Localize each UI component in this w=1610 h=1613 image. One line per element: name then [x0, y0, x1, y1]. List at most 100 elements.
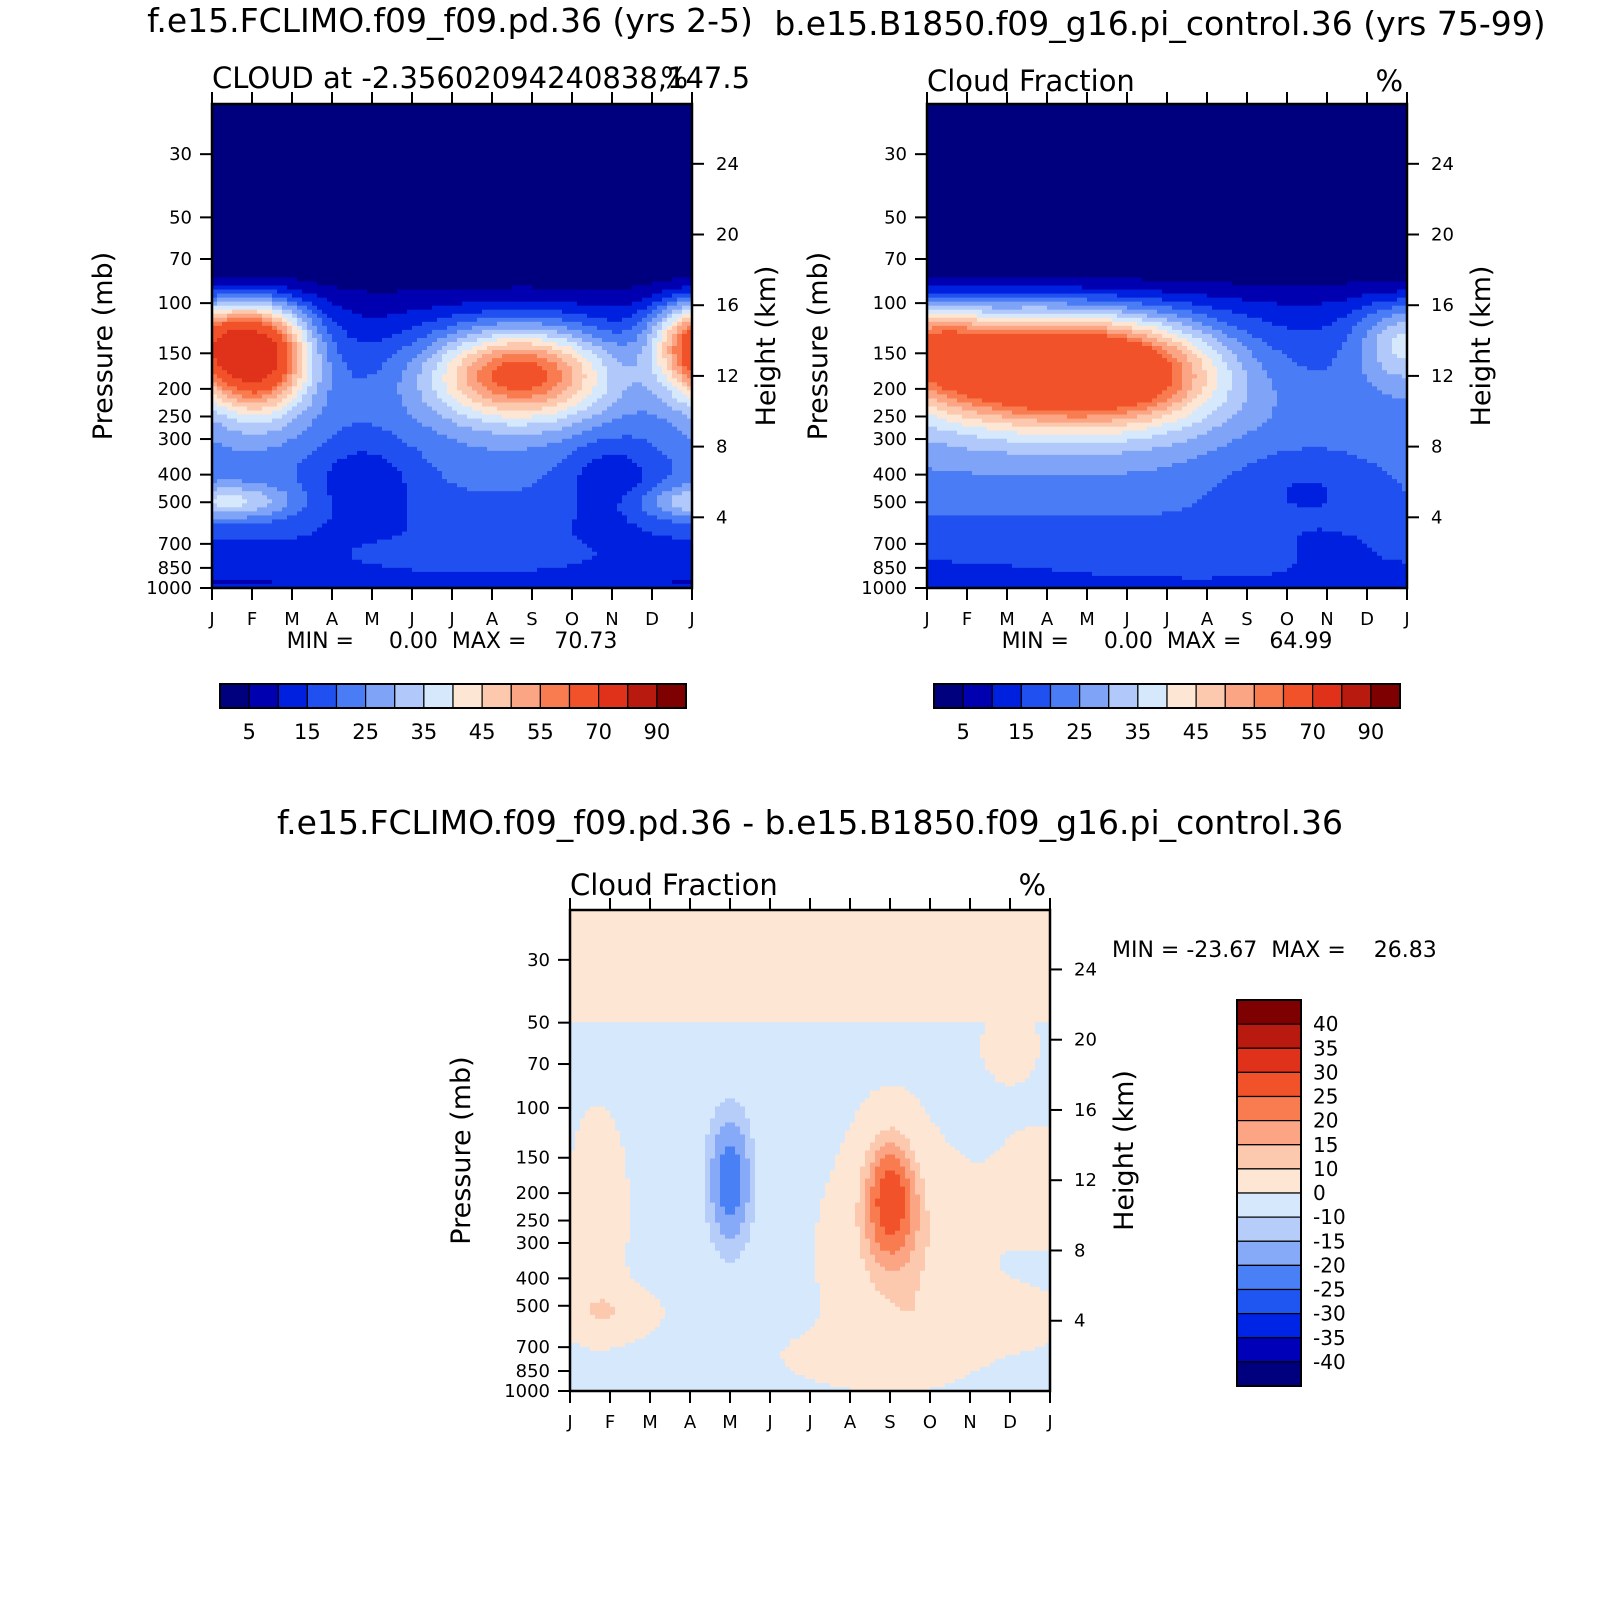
- field-cell: [357, 462, 363, 468]
- field-cell: [292, 297, 298, 303]
- field-cell: [387, 108, 393, 113]
- field-cell: [237, 531, 243, 537]
- field-cell: [252, 507, 258, 512]
- field-cell: [262, 567, 268, 573]
- field-cell: [342, 160, 348, 166]
- field-cell: [277, 140, 283, 145]
- field-cell: [232, 382, 238, 387]
- field-cell: [367, 462, 373, 468]
- field-cell: [347, 152, 353, 158]
- field-cell: [307, 398, 313, 404]
- field-cell: [362, 208, 368, 214]
- field-cell: [342, 575, 348, 581]
- field-cell: [367, 237, 373, 242]
- field-cell: [367, 265, 373, 270]
- field-cell: [307, 325, 313, 331]
- field-cell: [232, 462, 238, 468]
- field-cell: [362, 196, 368, 202]
- field-cell: [222, 483, 228, 488]
- field-cell: [332, 249, 338, 254]
- field-cell: [242, 462, 248, 468]
- field-cell: [387, 414, 393, 420]
- field-cell: [242, 410, 248, 416]
- field-cell: [282, 265, 288, 270]
- field-cell: [232, 495, 238, 500]
- field-cell: [367, 269, 373, 274]
- field-cell: [312, 220, 318, 226]
- field-cell: [227, 305, 233, 311]
- field-cell: [342, 495, 348, 500]
- field-cell: [317, 362, 323, 367]
- field-cell: [272, 507, 278, 512]
- field-cell: [317, 487, 323, 492]
- field-cell: [307, 200, 313, 206]
- field-cell: [402, 575, 408, 581]
- field-cell: [237, 229, 243, 234]
- field-cell: [257, 220, 263, 226]
- field-cell: [367, 329, 373, 335]
- field-cell: [397, 454, 403, 460]
- field-cell: [332, 378, 338, 383]
- field-cell: [347, 519, 353, 525]
- field-cell: [347, 128, 353, 133]
- field-cell: [412, 386, 418, 391]
- field-cell: [227, 410, 233, 416]
- field-cell: [222, 321, 228, 327]
- field-cell: [377, 204, 383, 210]
- field-cell: [362, 233, 368, 238]
- field-cell: [357, 483, 363, 488]
- field-cell: [287, 241, 293, 246]
- field-cell: [332, 297, 338, 303]
- field-cell: [222, 120, 228, 125]
- field-cell: [242, 531, 248, 537]
- field-cell: [352, 378, 358, 383]
- field-cell: [407, 321, 413, 327]
- field-cell: [412, 346, 418, 351]
- field-cell: [312, 128, 318, 133]
- field-cell: [247, 233, 253, 238]
- field-cell: [277, 430, 283, 436]
- field-cell: [227, 341, 233, 347]
- field-cell: [377, 487, 383, 492]
- field-cell: [272, 277, 278, 283]
- field-cell: [347, 491, 353, 496]
- field-cell: [217, 575, 223, 581]
- field-cell: [402, 402, 408, 408]
- field-cell: [327, 321, 333, 327]
- field-cell: [322, 208, 328, 214]
- field-cell: [392, 543, 398, 549]
- field-cell: [262, 325, 268, 331]
- field-cell: [232, 483, 238, 488]
- field-cell: [332, 128, 338, 133]
- field-cell: [212, 531, 218, 537]
- field-cell: [352, 370, 358, 375]
- field-cell: [267, 374, 273, 379]
- field-cell: [217, 245, 223, 250]
- field-cell: [257, 350, 263, 355]
- field-cell: [257, 434, 263, 440]
- field-cell: [312, 152, 318, 158]
- field-cell: [322, 467, 328, 472]
- field-cell: [372, 116, 378, 121]
- field-cell: [307, 410, 313, 416]
- field-cell: [267, 269, 273, 274]
- field-cell: [267, 309, 273, 315]
- field-cell: [312, 382, 318, 387]
- field-cell: [317, 426, 323, 432]
- field-cell: [307, 341, 313, 347]
- field-cell: [322, 233, 328, 238]
- field-cell: [237, 104, 243, 109]
- field-cell: [317, 220, 323, 226]
- field-cell: [322, 454, 328, 460]
- field-cell: [347, 507, 353, 512]
- field-cell: [387, 487, 393, 492]
- field-cell: [352, 148, 358, 153]
- field-cell: [337, 418, 343, 424]
- field-cell: [412, 543, 418, 549]
- field-cell: [257, 241, 263, 246]
- field-cell: [277, 378, 283, 383]
- field-cell: [292, 333, 298, 339]
- field-cell: [357, 442, 363, 448]
- field-cell: [372, 471, 378, 476]
- field-cell: [372, 237, 378, 242]
